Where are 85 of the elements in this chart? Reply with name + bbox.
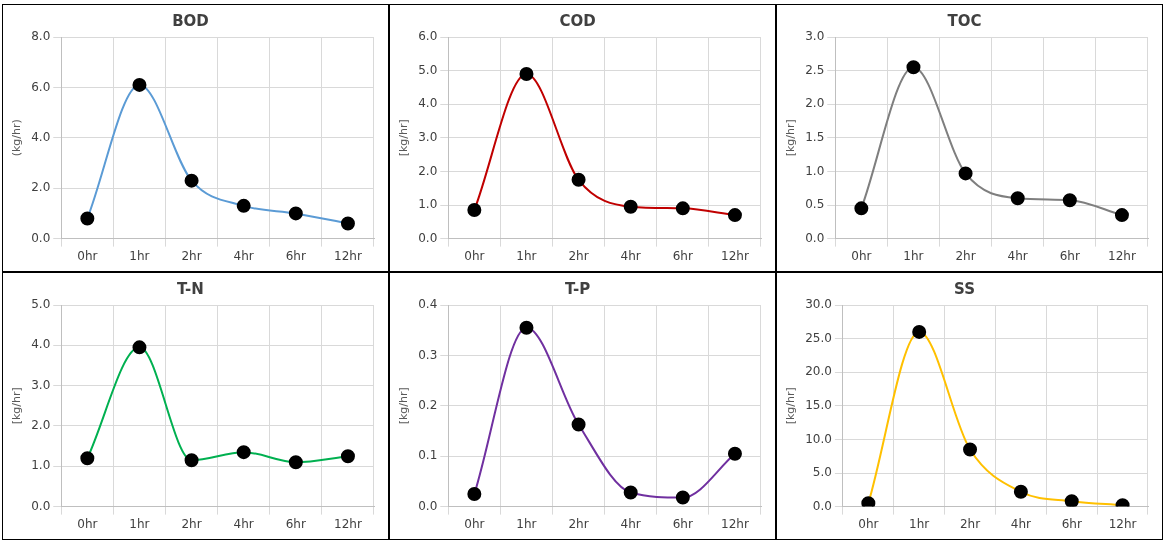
x-tick-label: 0hr xyxy=(464,248,485,263)
x-tick-label: 4hr xyxy=(620,248,641,263)
x-tick-label: 1hr xyxy=(903,248,924,263)
y-axis-title: [kg/hr] xyxy=(397,119,411,157)
y-axis-title: [kg/hr] xyxy=(784,119,798,157)
y-axis-title: (kg/hr) xyxy=(10,119,24,157)
y-tick-label: 0.4 xyxy=(418,297,438,312)
y-tick-label: 6.0 xyxy=(31,79,51,94)
chart-title: T-P xyxy=(564,279,591,298)
y-tick-label: 10.0 xyxy=(805,431,832,446)
y-tick-label: 0.3 xyxy=(418,347,438,362)
y-axis-title: [kg/hr] xyxy=(784,387,798,425)
y-tick-label: 20.0 xyxy=(805,364,832,379)
y-tick-label: 0.1 xyxy=(418,448,438,463)
y-tick-label: 1.5 xyxy=(805,129,825,144)
x-tick-label: 6hr xyxy=(1061,516,1082,531)
y-tick-label: 30.0 xyxy=(805,297,832,312)
y-tick-label: 0.0 xyxy=(418,498,438,513)
y-tick-label: 4.0 xyxy=(31,129,51,144)
y-tick-label: 4.0 xyxy=(31,337,51,352)
y-tick-label: 1.0 xyxy=(805,163,825,178)
y-tick-label: 15.0 xyxy=(805,397,832,412)
x-tick-label: 0hr xyxy=(464,516,485,531)
x-tick-label: 12hr xyxy=(1108,248,1136,263)
x-tick-label: 1hr xyxy=(909,516,930,531)
x-tick-label: 1hr xyxy=(129,516,150,531)
y-axis-title: [kg/hr] xyxy=(397,387,411,425)
y-tick-label: 0.5 xyxy=(805,197,825,212)
x-tick-label: 4hr xyxy=(233,516,254,531)
y-tick-label: 6.0 xyxy=(418,29,438,44)
x-tick-label: 2hr xyxy=(959,516,981,531)
y-tick-label: 2.0 xyxy=(805,96,825,111)
y-tick-label: 0.0 xyxy=(31,498,51,513)
y-tick-label: 3.0 xyxy=(418,129,438,144)
x-tick-label: 4hr xyxy=(233,248,254,263)
x-tick-label: 1hr xyxy=(129,248,150,263)
x-tick-label: 0hr xyxy=(77,248,98,263)
y-tick-label: 0.0 xyxy=(418,230,438,245)
y-tick-label: 0.0 xyxy=(31,230,51,245)
y-tick-label: 2.0 xyxy=(31,180,51,195)
y-tick-label: 25.0 xyxy=(805,330,832,345)
y-tick-label: 0.2 xyxy=(418,397,438,412)
y-tick-label: 0.0 xyxy=(805,230,825,245)
y-tick-label: 5.0 xyxy=(812,465,832,480)
x-tick-label: 4hr xyxy=(1007,248,1028,263)
x-tick-label: 1hr xyxy=(516,516,537,531)
y-tick-label: 2.0 xyxy=(31,418,51,433)
x-tick-label: 12hr xyxy=(1108,516,1137,531)
x-tick-label: 2hr xyxy=(568,248,589,263)
x-tick-label: 12hr xyxy=(334,516,362,531)
chart-title: COD xyxy=(559,11,596,30)
y-tick-label: 1.0 xyxy=(418,197,438,212)
x-tick-label: 0hr xyxy=(858,516,879,531)
x-tick-label: 6hr xyxy=(672,248,693,263)
x-tick-label: 12hr xyxy=(721,516,749,531)
x-tick-label: 6hr xyxy=(285,248,306,263)
x-tick-label: 2hr xyxy=(568,516,589,531)
y-tick-label: 0.0 xyxy=(812,498,832,513)
x-tick-label: 2hr xyxy=(955,248,976,263)
y-tick-label: 8.0 xyxy=(31,29,51,44)
chart-title: SS xyxy=(954,279,975,298)
y-tick-label: 5.0 xyxy=(31,297,51,312)
chart-title: BOD xyxy=(172,11,209,30)
y-axis-title: [kg/hr] xyxy=(10,387,24,425)
x-tick-label: 0hr xyxy=(77,516,98,531)
y-tick-label: 2.0 xyxy=(418,163,438,178)
x-tick-label: 12hr xyxy=(721,248,749,263)
y-tick-label: 5.0 xyxy=(418,62,438,77)
x-tick-label: 0hr xyxy=(851,248,872,263)
x-tick-label: 4hr xyxy=(1010,516,1032,531)
x-tick-label: 4hr xyxy=(620,516,641,531)
x-tick-label: 6hr xyxy=(1059,248,1080,263)
x-tick-label: 6hr xyxy=(672,516,693,531)
x-tick-label: 1hr xyxy=(516,248,537,263)
y-tick-label: 1.0 xyxy=(31,458,51,473)
x-tick-label: 12hr xyxy=(334,248,362,263)
y-tick-label: 4.0 xyxy=(418,96,438,111)
x-tick-label: 2hr xyxy=(181,248,202,263)
y-tick-label: 2.5 xyxy=(805,62,825,77)
chart-title: TOC xyxy=(947,11,982,30)
y-tick-label: 3.0 xyxy=(31,377,51,392)
x-tick-label: 6hr xyxy=(285,516,306,531)
y-tick-label: 3.0 xyxy=(805,29,825,44)
chart-title: T-N xyxy=(177,279,204,298)
x-tick-label: 2hr xyxy=(181,516,202,531)
